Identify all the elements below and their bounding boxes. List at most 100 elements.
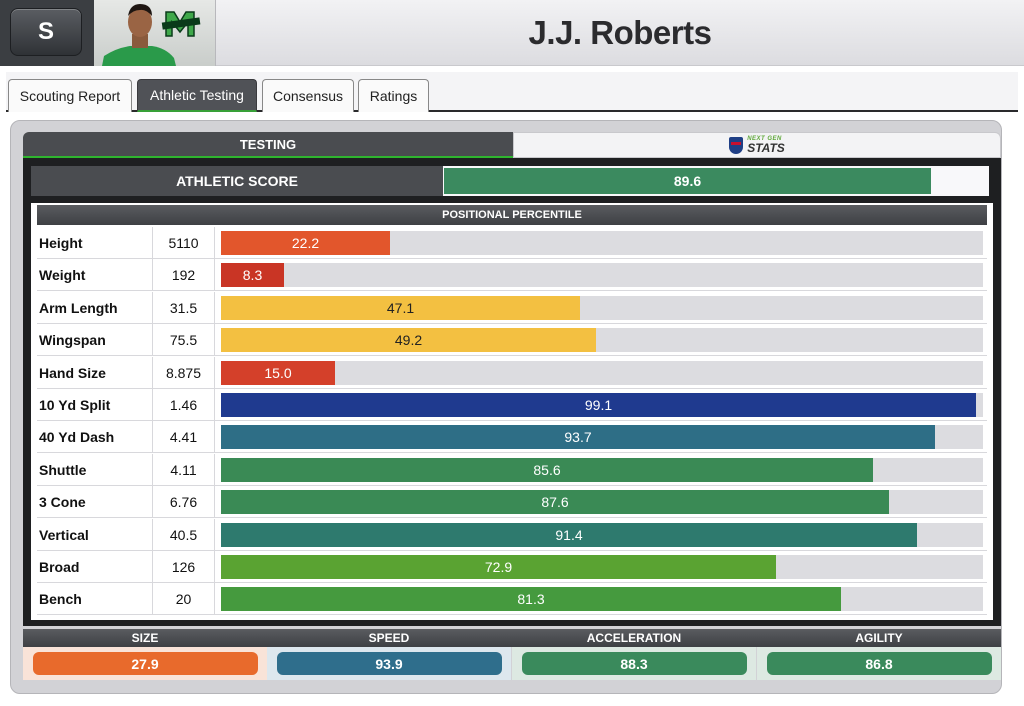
summary-label-speed: SPEED (368, 631, 410, 645)
measurement-value: 8.875 (153, 356, 215, 389)
measurement-name: Shuttle (37, 453, 153, 486)
header-bar: S J.J. Roberts (0, 0, 1024, 66)
measurement-row: Shuttle 4.11 85.6 (37, 453, 987, 486)
measurement-value: 126 (153, 551, 215, 583)
percentile-bar: 15.0 (221, 360, 335, 385)
summary-label-acceleration: ACCELERATION (586, 631, 682, 645)
tab-scouting-report[interactable]: Scouting Report (8, 79, 132, 112)
percentile-track: 81.3 (221, 587, 983, 612)
athletic-testing-panel: TESTING NEXT GEN STATS ATHLETIC SCORE 89… (10, 120, 1002, 694)
measurement-value: 20 (153, 583, 215, 616)
measurement-value: 4.41 (153, 421, 215, 454)
measurement-row: Bench 20 81.3 (37, 583, 987, 616)
measurement-row: Hand Size 8.875 15.0 (37, 356, 987, 389)
measurement-name: Height (37, 227, 153, 259)
percentile-bar: 72.9 (221, 555, 776, 579)
percentile-track: 15.0 (221, 360, 983, 385)
measurement-value: 5110 (153, 227, 215, 259)
measurement-value: 31.5 (153, 291, 215, 324)
measurement-row: 10 Yd Split 1.46 99.1 (37, 389, 987, 421)
ngs-logo-top: NEXT GEN (747, 136, 782, 142)
player-name: J.J. Roberts (528, 14, 712, 51)
summary-label-size: SIZE (131, 631, 159, 645)
percentile-track: 93.7 (221, 425, 983, 450)
summary-cell-size: 27.9 (23, 647, 267, 680)
measurement-value: 6.76 (153, 486, 215, 519)
measurement-name: Broad (37, 551, 153, 583)
measurement-name: Bench (37, 583, 153, 616)
summary-value-agility: 86.8 (766, 652, 992, 675)
summary-label-agility: AGILITY (855, 631, 903, 645)
measurement-name: 40 Yd Dash (37, 421, 153, 454)
summary-cell-agility: 86.8 (757, 647, 1001, 680)
testing-subtabs: TESTING NEXT GEN STATS (23, 132, 1001, 158)
next-gen-stats-logo: NEXT GEN STATS (747, 136, 785, 154)
summary-cell-acceleration: 88.3 (512, 647, 756, 680)
summary-value-size: 27.9 (32, 652, 258, 675)
player-photo-with-team-logo (94, 0, 216, 66)
measurements-table: POSITIONAL PERCENTILE Height 5110 22.2 Weig… (31, 203, 993, 620)
percentile-bar: 99.1 (221, 393, 976, 417)
measurement-value: 40.5 (153, 518, 215, 551)
percentile-track: 91.4 (221, 522, 983, 547)
nfl-shield-icon (729, 136, 744, 154)
s-menu-button[interactable]: S (10, 8, 82, 56)
measurement-name: 3 Cone (37, 486, 153, 519)
tab-ratings[interactable]: Ratings (358, 79, 429, 112)
summary-cell-speed: 93.9 (267, 647, 511, 680)
measurement-value: 4.11 (153, 453, 215, 486)
percentile-track: 87.6 (221, 490, 983, 515)
athletic-score-label: ATHLETIC SCORE (31, 166, 443, 196)
measurement-value: 1.46 (153, 389, 215, 421)
percentile-track: 72.9 (221, 555, 983, 579)
measurement-name: Weight (37, 259, 153, 292)
percentile-bar: 81.3 (221, 587, 841, 612)
measurement-value: 192 (153, 259, 215, 292)
subtab-next-gen-stats[interactable]: NEXT GEN STATS (513, 132, 1001, 158)
athletic-score-bar: 89.6 (444, 168, 931, 194)
measurement-name: Wingspan (37, 324, 153, 357)
summary-header: SIZE SPEED ACCELERATION AGILITY (23, 629, 1001, 647)
measurement-name: 10 Yd Split (37, 389, 153, 421)
measurement-row: Height 5110 22.2 (37, 227, 987, 259)
percentile-track: 49.2 (221, 328, 983, 353)
measurement-name: Vertical (37, 518, 153, 551)
summary-value-speed: 93.9 (276, 652, 502, 675)
measurement-row: Broad 126 72.9 (37, 551, 987, 583)
measurement-row: Wingspan 75.5 49.2 (37, 324, 987, 357)
measurement-row: 40 Yd Dash 4.41 93.7 (37, 421, 987, 454)
athletic-score-track: 89.6 (443, 166, 989, 196)
summary-value-acceleration: 88.3 (521, 652, 747, 675)
percentile-track: 85.6 (221, 457, 983, 482)
measurement-row: Vertical 40.5 91.4 (37, 518, 987, 551)
measurement-row: 3 Cone 6.76 87.6 (37, 486, 987, 519)
percentile-bar: 93.7 (221, 425, 935, 450)
menu-button-container: S (0, 0, 94, 66)
measurement-row: Arm Length 31.5 47.1 (37, 291, 987, 324)
percentile-track: 8.3 (221, 263, 983, 288)
player-photo (102, 4, 201, 66)
percentile-bar: 91.4 (221, 522, 917, 547)
team-logo-icon (161, 11, 201, 37)
percentile-bar: 49.2 (221, 328, 596, 353)
main-tab-bar: Scouting Report Athletic Testing Consens… (6, 72, 1018, 112)
percentile-track: 99.1 (221, 393, 983, 417)
summary-row: 27.9 93.9 88.3 86.8 (23, 647, 1001, 680)
percentile-bar: 22.2 (221, 231, 390, 255)
tab-athletic-testing[interactable]: Athletic Testing (137, 79, 257, 112)
subtab-testing[interactable]: TESTING (23, 132, 513, 158)
positional-percentile-header: POSITIONAL PERCENTILE (37, 205, 987, 225)
percentile-bar: 85.6 (221, 457, 873, 482)
measurement-value: 75.5 (153, 324, 215, 357)
testing-content: ATHLETIC SCORE 89.6 POSITIONAL PERCENTIL… (23, 158, 1001, 626)
percentile-bar: 47.1 (221, 295, 580, 320)
percentile-bar: 8.3 (221, 263, 284, 288)
percentile-track: 22.2 (221, 231, 983, 255)
ngs-logo-bottom: STATS (747, 141, 785, 155)
measurement-name: Arm Length (37, 291, 153, 324)
percentile-bar: 87.6 (221, 490, 889, 515)
measurement-row: Weight 192 8.3 (37, 259, 987, 292)
measurement-name: Hand Size (37, 356, 153, 389)
tab-consensus[interactable]: Consensus (262, 79, 354, 112)
percentile-track: 47.1 (221, 295, 983, 320)
